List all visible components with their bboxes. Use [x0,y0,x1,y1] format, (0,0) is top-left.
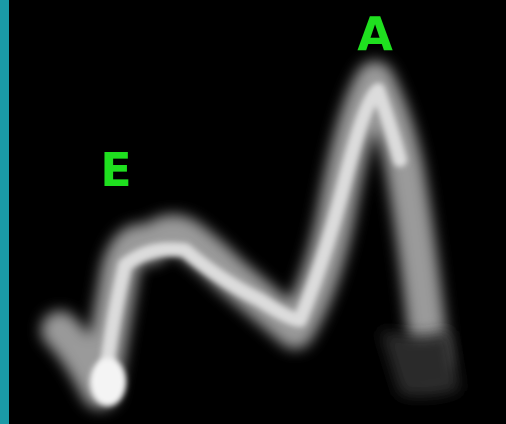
a-wave-label: A [357,7,393,61]
page: E A (() => { const data = JSON.parse(doc… [0,0,506,424]
e-wave-label: E [100,143,131,197]
doppler-image: E A [0,0,506,424]
left-border [0,0,9,424]
